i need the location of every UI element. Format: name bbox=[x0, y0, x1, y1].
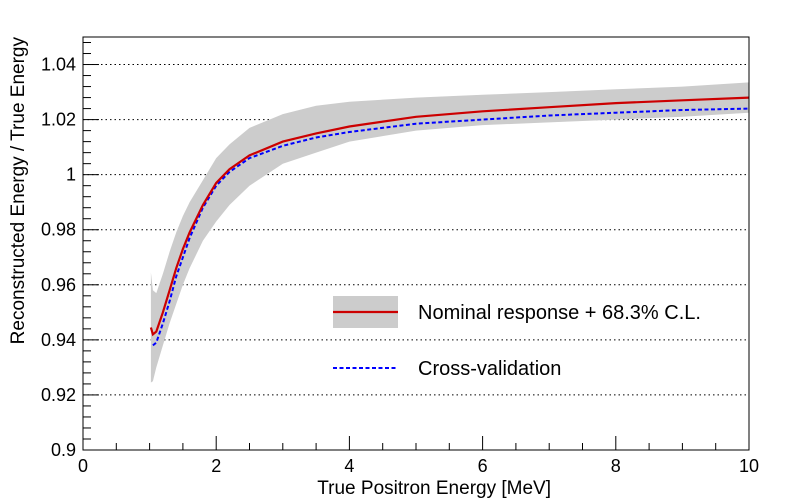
x-axis-title: True Positron Energy [MeV] bbox=[317, 478, 551, 499]
confidence-band bbox=[150, 82, 749, 383]
legend-label-cross-validation: Cross-validation bbox=[418, 358, 561, 380]
y-tick-label: 1.02 bbox=[41, 110, 76, 130]
tick-labels: 0 2 4 6 8 10 0.9 0.92 0.94 0.96 0.98 1 1.02 1.04 bbox=[41, 55, 759, 476]
y-tick-label: 0.96 bbox=[41, 275, 76, 295]
y-tick-label: 1.04 bbox=[41, 55, 76, 75]
y-tick-label: 0.92 bbox=[41, 385, 76, 405]
cross-validation-line bbox=[152, 107, 750, 347]
x-tick-label: 10 bbox=[739, 456, 759, 476]
y-tick-label: 0.9 bbox=[51, 440, 76, 460]
axis-ticks bbox=[82, 42, 750, 451]
nominal-response-line bbox=[149, 96, 750, 337]
grid-lines bbox=[83, 64, 749, 396]
x-tick-label: 0 bbox=[78, 456, 88, 476]
legend: Nominal response + 68.3% C.L. Cross-vali… bbox=[333, 296, 701, 380]
legend-label-nominal: Nominal response + 68.3% C.L. bbox=[418, 302, 701, 324]
y-tick-label: 0.98 bbox=[41, 220, 76, 240]
series-layer bbox=[149, 96, 750, 347]
x-tick-label: 6 bbox=[478, 456, 488, 476]
confidence-band-layer bbox=[150, 82, 749, 383]
x-tick-label: 4 bbox=[344, 456, 354, 476]
y-tick-label: 0.94 bbox=[41, 330, 76, 350]
y-tick-label: 1 bbox=[66, 165, 76, 185]
x-tick-label: 8 bbox=[611, 456, 621, 476]
x-tick-label: 2 bbox=[211, 456, 221, 476]
y-axis-title: Reconstructed Energy / True Energy bbox=[8, 37, 29, 345]
